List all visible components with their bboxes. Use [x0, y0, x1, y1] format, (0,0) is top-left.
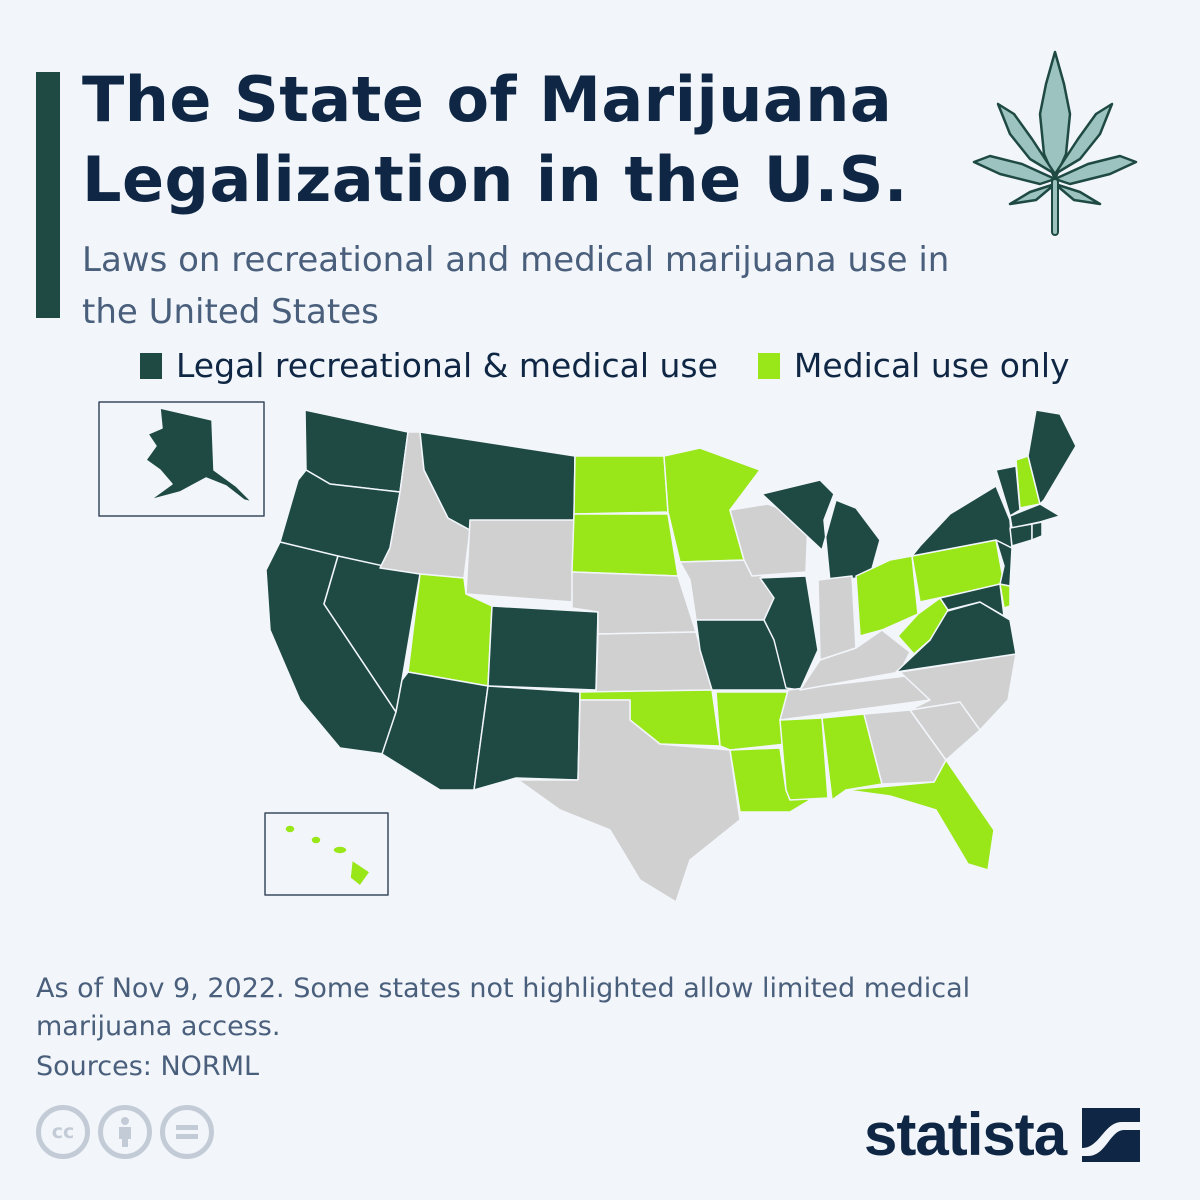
- license-icons: cc: [36, 1105, 214, 1159]
- statista-logo[interactable]: statista: [864, 1100, 1141, 1169]
- no-derivatives-icon[interactable]: [160, 1105, 214, 1159]
- statista-mark-icon: [1082, 1107, 1141, 1162]
- legend-swatch-recreational: [140, 352, 162, 379]
- state-NC: [899, 653, 1017, 731]
- state-IL: [759, 575, 819, 691]
- cannabis-leaf-icon: [972, 50, 1138, 236]
- state-NM: [473, 685, 581, 791]
- state-RI: [1031, 521, 1043, 541]
- accent-bar: [36, 72, 60, 318]
- legend: Legal recreational & medical use Medical…: [140, 346, 1070, 385]
- state-SD: [571, 513, 679, 577]
- state-MA: [1009, 503, 1061, 529]
- state-TX: [517, 699, 741, 903]
- cc-icon[interactable]: cc: [36, 1105, 90, 1159]
- state-WY: [465, 519, 575, 603]
- state-CO: [487, 605, 599, 691]
- state-GA: [863, 709, 947, 785]
- state-KS: [595, 631, 713, 693]
- page-title: The State of Marijuana Legalization in t…: [82, 63, 908, 216]
- source-note: Sources: NORML: [36, 1051, 260, 1082]
- state-HI: [284, 824, 371, 887]
- brand-name: statista: [864, 1101, 1067, 1168]
- legend-item-recreational: Legal recreational & medical use: [140, 346, 718, 385]
- state-MS: [779, 717, 829, 801]
- state-AL: [821, 713, 883, 801]
- state-IN: [817, 575, 857, 661]
- state-CT: [1009, 523, 1033, 547]
- footnote: As of Nov 9, 2022. Some states not highl…: [36, 973, 971, 1042]
- legend-item-medical: Medical use only: [757, 346, 1070, 385]
- legend-label: Medical use only: [793, 346, 1070, 385]
- legend-swatch-medical: [757, 352, 780, 379]
- state-ND: [573, 455, 669, 515]
- state-WI: [729, 503, 809, 577]
- page-subtitle: Laws on recreational and medical marijua…: [82, 240, 950, 332]
- state-AK: [145, 407, 253, 503]
- state-VT: [995, 465, 1021, 517]
- alaska-inset-frame: [98, 401, 265, 517]
- attribution-icon[interactable]: [98, 1105, 152, 1159]
- legend-label: Legal recreational & medical use: [176, 346, 718, 385]
- state-AR: [715, 691, 791, 751]
- state-MD: [939, 583, 1005, 617]
- us-map: [98, 401, 1077, 903]
- hawaii-inset-frame: [264, 812, 389, 896]
